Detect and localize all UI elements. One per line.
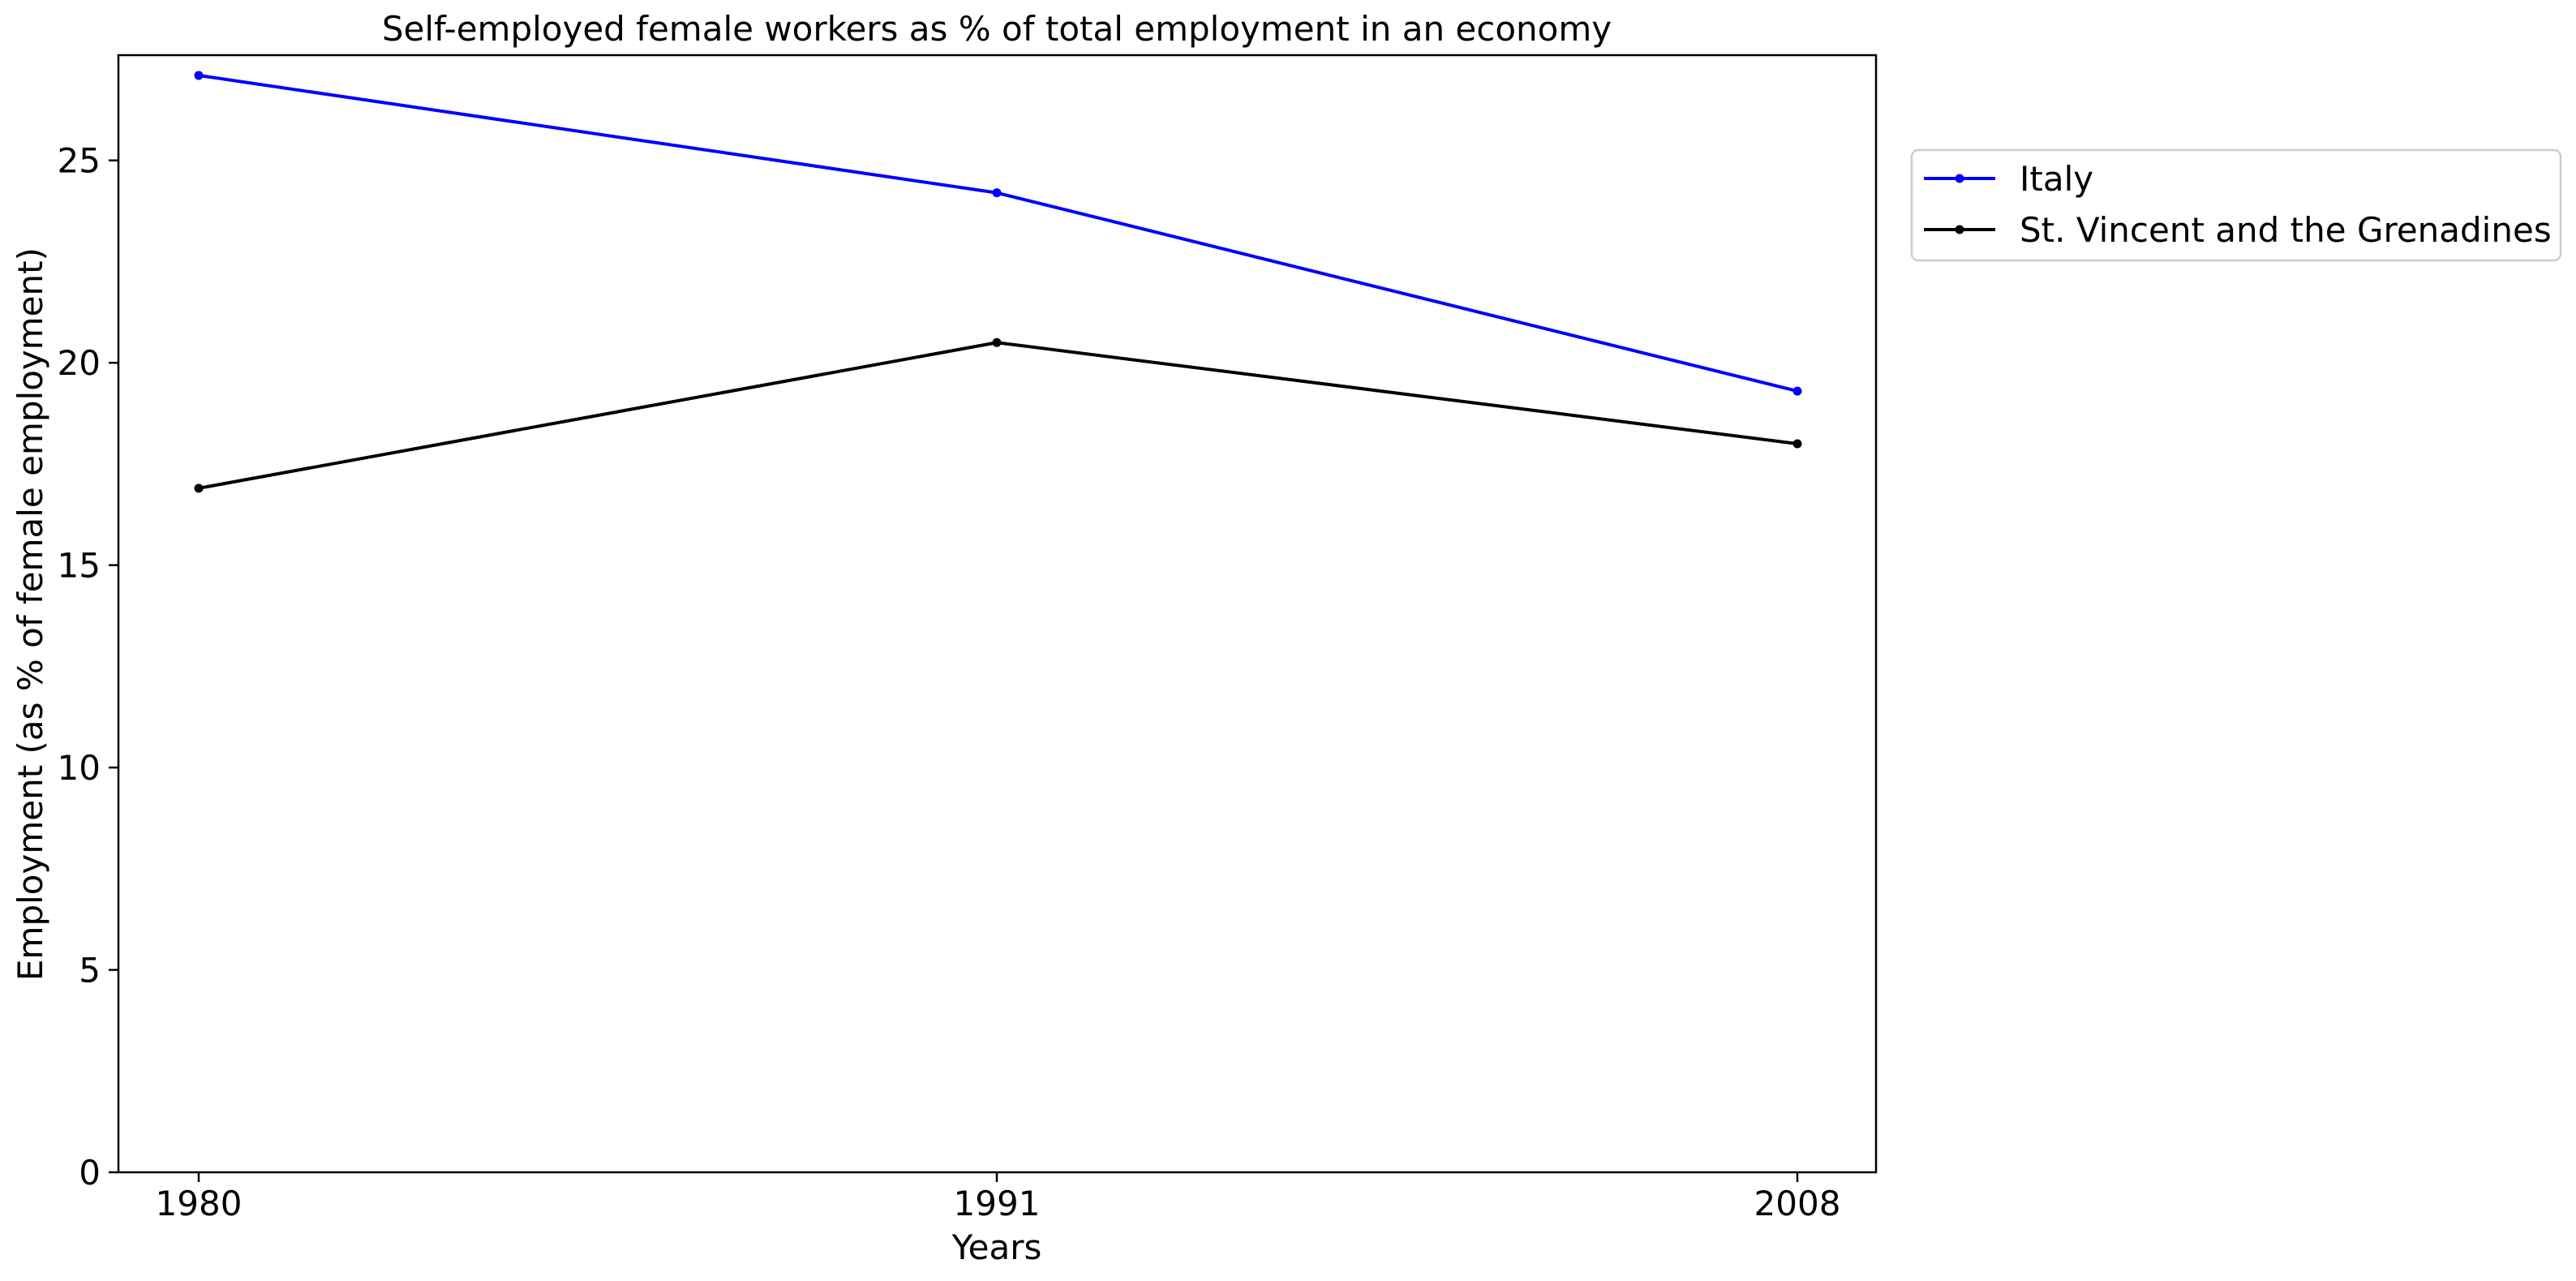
y-tick-label: 15: [58, 546, 101, 586]
data-point-italy: [194, 71, 204, 80]
legend-entries: Italy St. Vincent and the Grenadines: [1924, 159, 2552, 250]
data-point-st-vincent-and-the-grenadines: [194, 484, 204, 493]
y-tick-label: 10: [58, 748, 101, 788]
x-tick-label: 1980: [156, 1184, 243, 1223]
x-tick-label: 1991: [954, 1184, 1041, 1223]
legend-frame: [1910, 148, 2562, 262]
data-point-st-vincent-and-the-grenadines: [992, 337, 1002, 347]
series-layer: [194, 71, 1802, 493]
x-axis-label: Years: [951, 1227, 1042, 1267]
legend-label-italy: Italy: [2020, 159, 2093, 199]
data-point-italy: [992, 188, 1002, 198]
chart-title: Self-employed female workers as % of tot…: [382, 9, 1612, 49]
y-tick-label: 25: [58, 141, 101, 181]
legend-swatch-marker-italy: [1955, 174, 1964, 183]
y-axis: 0 5 10 15 20 25: [58, 141, 118, 1193]
y-axis-label: Employment (as % of female employment): [11, 247, 50, 981]
data-point-italy: [1792, 386, 1802, 396]
y-tick-label: 5: [79, 951, 101, 991]
legend-swatch-marker-st-vincent-and-the-grenadines: [1955, 225, 1964, 234]
plot-area-frame: [117, 54, 1878, 1174]
legend: Italy St. Vincent and the Grenadines: [1910, 148, 2562, 262]
x-axis: 1980 1991 2008: [156, 1172, 1841, 1223]
x-tick-label: 2008: [1754, 1184, 1841, 1223]
data-point-st-vincent-and-the-grenadines: [1792, 439, 1802, 449]
y-tick-label: 20: [58, 343, 101, 383]
legend-label-st-vincent-and-the-grenadines: St. Vincent and the Grenadines: [2020, 210, 2552, 250]
y-tick-label: 0: [79, 1153, 101, 1193]
